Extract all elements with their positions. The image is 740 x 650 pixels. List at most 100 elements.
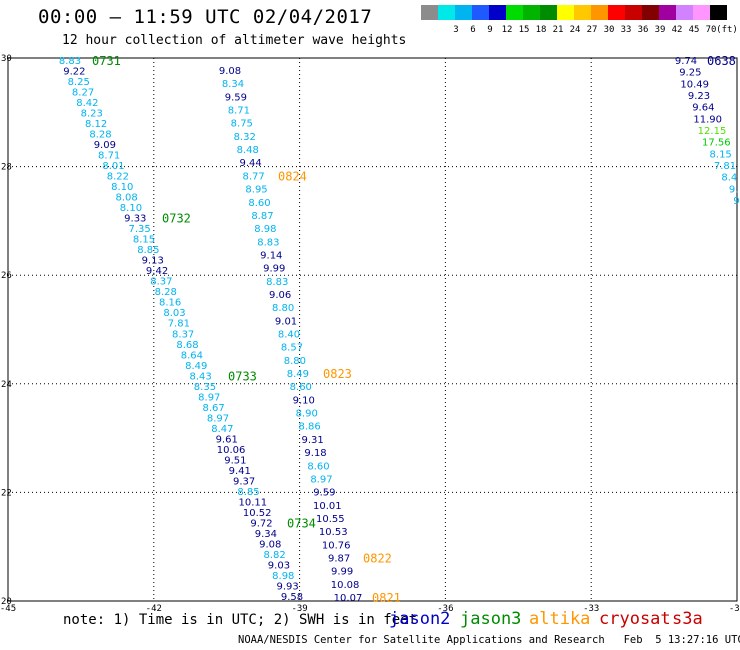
wave-height-value: 9.08 bbox=[259, 539, 281, 550]
mission-name: jason2 bbox=[389, 609, 451, 629]
wave-height-value: 9.23 bbox=[688, 91, 710, 102]
pass-time-label: 0733 bbox=[228, 369, 257, 383]
wave-height-value: 8.37 bbox=[172, 329, 194, 340]
mission-name: s3a bbox=[672, 609, 703, 629]
wave-height-value: 9.09 bbox=[94, 140, 116, 151]
legend-swatch bbox=[591, 5, 608, 20]
wave-height-value: 11.90 bbox=[693, 114, 722, 125]
wave-height-value: 8.85 bbox=[237, 487, 259, 498]
legend-swatch bbox=[438, 5, 455, 20]
lat-tick-label: 30 bbox=[1, 54, 12, 64]
pass-time-label: 0732 bbox=[162, 212, 191, 226]
pass-time-label: 0731 bbox=[92, 54, 121, 68]
wave-height-value: 8.71 bbox=[98, 151, 120, 162]
wave-height-value: 10.55 bbox=[316, 514, 345, 525]
wave-height-value: 8.83 bbox=[266, 277, 288, 288]
wave-height-value: 10.01 bbox=[313, 501, 342, 512]
wave-height-value: 8.15 bbox=[710, 149, 732, 160]
legend-label: 12 bbox=[501, 25, 513, 35]
wave-height-value: 8.97 bbox=[310, 474, 332, 485]
wave-height-value: 9.61 bbox=[216, 434, 238, 445]
legend-swatch bbox=[557, 5, 574, 20]
legend-label: 27 bbox=[586, 25, 598, 35]
wave-height-value: 9.10 bbox=[293, 395, 315, 406]
wave-height-value: 9.06 bbox=[269, 290, 291, 301]
legend-label: 6 bbox=[470, 25, 476, 35]
wave-height-value: 9.99 bbox=[263, 264, 285, 275]
wave-height-value: 9.33 bbox=[124, 214, 146, 225]
lon-tick-label: -36 bbox=[437, 604, 453, 614]
pass-time-label: 0824 bbox=[278, 169, 307, 183]
wave-height-value: 10.08 bbox=[331, 580, 360, 591]
wave-height-value: 8.37 bbox=[150, 277, 172, 288]
wave-height-value: 9.99 bbox=[331, 567, 353, 578]
legend-label: 45 bbox=[688, 25, 700, 35]
wave-height-value: 9.51 bbox=[224, 455, 246, 466]
legend-label: 39 bbox=[654, 25, 666, 35]
wave-height-value: 9.93 bbox=[277, 581, 299, 592]
legend-label: 21 bbox=[552, 25, 564, 35]
pass-time-label: 0638 bbox=[707, 54, 736, 68]
wave-height-value: 9.13 bbox=[142, 256, 164, 267]
lat-tick-label: 28 bbox=[1, 163, 12, 173]
legend-label: 24 bbox=[569, 25, 581, 35]
legend-label: 30 bbox=[603, 25, 615, 35]
wave-height-value: 9. bbox=[729, 184, 739, 195]
wave-height-value: 9.31 bbox=[301, 435, 323, 446]
wave-height-value: 10.11 bbox=[239, 497, 268, 508]
wave-height-value: 9.58 bbox=[281, 592, 303, 603]
legend-swatch bbox=[540, 5, 557, 20]
mission-name: cryosat bbox=[599, 609, 671, 629]
map-title: 00:00 – 11:59 UTC 02/04/2017 bbox=[38, 6, 373, 28]
wave-height-value: 8.98 bbox=[272, 571, 294, 582]
wave-height-value: 8.10 bbox=[111, 182, 133, 193]
wave-height-value: 9.42 bbox=[146, 266, 168, 277]
wave-height-value: 8.75 bbox=[231, 119, 253, 130]
lon-tick-label: -33 bbox=[583, 604, 599, 614]
wave-height-value: 9.18 bbox=[304, 448, 326, 459]
wave-height-value: 10.76 bbox=[322, 540, 351, 551]
legend-swatch bbox=[472, 5, 489, 20]
lon-tick-label: -45 bbox=[0, 604, 16, 614]
wave-height-value: 8.57 bbox=[281, 343, 303, 354]
legend-label: 3 bbox=[453, 25, 459, 35]
mission-name: altika bbox=[529, 609, 591, 629]
wave-height-value: 10.49 bbox=[680, 79, 709, 90]
wave-height-value: 8.80 bbox=[284, 356, 306, 367]
lon-tick-label: -42 bbox=[146, 604, 162, 614]
wave-height-value: 8.27 bbox=[72, 88, 94, 99]
wave-height-value: 8.60 bbox=[290, 382, 312, 393]
wave-height-value: 8.67 bbox=[203, 403, 225, 414]
legend-swatch bbox=[710, 5, 727, 20]
wave-height-value: 9.14 bbox=[260, 250, 282, 261]
legend-label: 42 bbox=[671, 25, 683, 35]
wave-height-value: 8.25 bbox=[68, 77, 90, 88]
legend-swatch bbox=[523, 5, 540, 20]
wave-height-value: 8.83 bbox=[59, 56, 81, 67]
legend-label: 9 bbox=[487, 25, 493, 35]
wave-height-value: 8.64 bbox=[181, 350, 203, 361]
wave-height-value: 7.81 bbox=[168, 319, 190, 330]
wave-height-value: 8.82 bbox=[263, 550, 285, 561]
lat-tick-label: 22 bbox=[1, 488, 12, 498]
wave-height-value: 8.87 bbox=[251, 211, 273, 222]
wave-height-value: 8.68 bbox=[176, 340, 198, 351]
wave-height-value: 8.86 bbox=[299, 422, 321, 433]
wave-height-value: 12.15 bbox=[698, 126, 727, 137]
legend-swatch bbox=[574, 5, 591, 20]
wave-height-value: 10.06 bbox=[217, 445, 246, 456]
map-subtitle: 12 hour collection of altimeter wave hei… bbox=[62, 33, 407, 48]
wave-height-value: 8.42 bbox=[76, 98, 98, 109]
wave-height-value: 9.44 bbox=[240, 158, 262, 169]
legend-label: 36 bbox=[637, 25, 649, 35]
lon-tick-label: -30 bbox=[729, 604, 740, 614]
wave-height-value: 8.40 bbox=[278, 330, 300, 341]
legend-label: 15 bbox=[518, 25, 530, 35]
pass-time-label: 0734 bbox=[287, 516, 316, 530]
wave-height-value: 8.60 bbox=[307, 461, 329, 472]
wave-height-value: 8.23 bbox=[81, 109, 103, 120]
wave-height-value: 8.95 bbox=[245, 185, 267, 196]
lat-tick-label: 20 bbox=[1, 597, 12, 607]
wave-height-value: 8.16 bbox=[159, 298, 181, 309]
